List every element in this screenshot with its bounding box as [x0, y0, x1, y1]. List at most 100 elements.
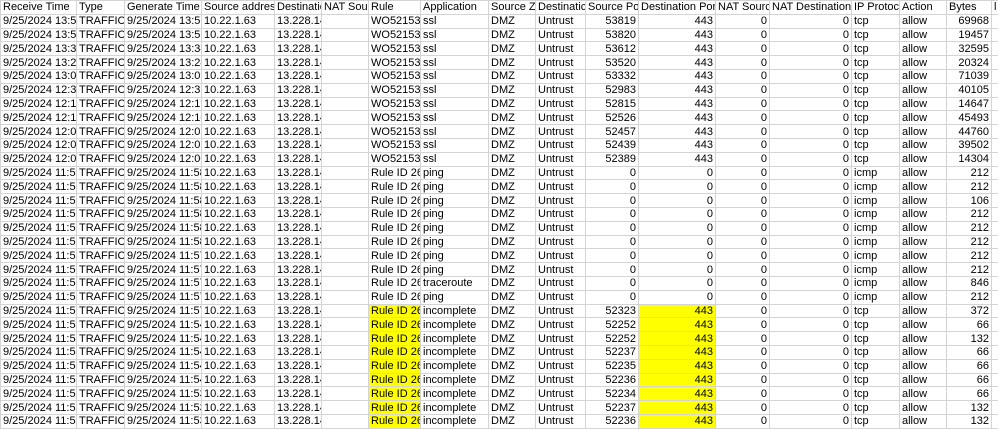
cell: 0: [715, 220, 770, 236]
cell: 0: [715, 110, 770, 126]
cell: 52439: [585, 137, 639, 153]
cell: 9/25/2024 11:53: [124, 386, 202, 402]
cell: 0: [585, 289, 639, 305]
cell: [991, 55, 998, 70]
cell: tcp: [851, 400, 900, 415]
cell: traceroute: [420, 275, 489, 291]
cell: 0: [715, 358, 770, 374]
cell: [321, 124, 369, 139]
cell: 13.228.140.163: [274, 262, 322, 277]
column-header: IP Protocc: [851, 0, 900, 15]
cell: 9/25/2024 11:57: [124, 303, 202, 319]
row: 9/25/2024 11:57 TRAFFIC 9/25/2024 11:57 10.…: [0, 262, 998, 277]
cell: 0: [638, 179, 716, 195]
cell: [321, 96, 369, 112]
cell: 9/25/2024 11:53: [0, 386, 77, 402]
cell: 0: [585, 275, 639, 291]
cell: icmp: [851, 262, 900, 277]
cell: 0: [715, 262, 770, 277]
row: 9/25/2024 11:53 TRAFFIC 9/25/2024 11:53 10.…: [0, 413, 998, 429]
cell: icmp: [851, 248, 900, 264]
cell: 52983: [585, 82, 639, 98]
cell: 0: [585, 206, 639, 222]
cell: Untrust: [535, 400, 586, 415]
cell: 53819: [585, 13, 639, 29]
cell: 19457: [946, 27, 992, 43]
cell: WO521533: [368, 41, 421, 57]
cell: 13.228.140.163: [274, 275, 322, 291]
cell: tcp: [851, 331, 900, 346]
cell: 212: [946, 206, 992, 222]
cell: [991, 68, 998, 84]
cell: allow: [899, 41, 947, 57]
cell: 0: [715, 27, 770, 43]
cell: 0: [715, 82, 770, 98]
column-header: Source address: [201, 0, 275, 15]
cell: WO521533: [368, 151, 421, 167]
cell: TRAFFIC: [76, 41, 125, 57]
cell: 0: [769, 13, 852, 29]
cell: ping: [420, 248, 489, 264]
cell: 443: [638, 41, 716, 57]
cell: 13.228.140.163: [274, 27, 322, 43]
cell: 0: [769, 275, 852, 291]
cell: tcp: [851, 303, 900, 319]
cell: 10.22.1.63: [201, 27, 275, 43]
cell: 10.22.1.63: [201, 179, 275, 195]
cell: [991, 413, 998, 429]
cell: 13.228.140.163: [274, 220, 322, 236]
cell: incomplete: [420, 400, 489, 415]
cell: 443: [638, 151, 716, 167]
cell: Untrust: [535, 317, 586, 333]
cell: Rule ID 26: [368, 275, 421, 291]
cell: Untrust: [535, 372, 586, 388]
cell: Rule ID 26: [368, 413, 421, 429]
cell: ping: [420, 193, 489, 208]
cell: [321, 386, 369, 402]
cell: 443: [638, 55, 716, 70]
cell: 9/25/2024 13:09: [124, 68, 202, 84]
cell: DMZ: [488, 68, 536, 84]
cell: 9/25/2024 13:34: [124, 41, 202, 57]
row: 9/25/2024 12:10 TRAFFIC 9/25/2024 12:10 10.…: [0, 110, 998, 126]
cell: 10.22.1.63: [201, 372, 275, 388]
cell: ssl: [420, 151, 489, 167]
row: 9/25/2024 11:54 TRAFFIC 9/25/2024 11:54 10.…: [0, 372, 998, 388]
cell: 9/25/2024 12:00: [124, 151, 202, 167]
cell: 9/25/2024 11:57: [124, 262, 202, 277]
cell: 0: [769, 165, 852, 181]
row: 9/25/2024 12:32 TRAFFIC 9/25/2024 12:32 10.…: [0, 82, 998, 98]
cell: [321, 303, 369, 319]
cell: DMZ: [488, 317, 536, 333]
cell: [321, 110, 369, 126]
cell: DMZ: [488, 275, 536, 291]
cell: DMZ: [488, 193, 536, 208]
cell: 9/25/2024 11:58: [0, 165, 77, 181]
cell: tcp: [851, 344, 900, 360]
cell: allow: [899, 400, 947, 415]
cell: 443: [638, 317, 716, 333]
cell: 52389: [585, 151, 639, 167]
row: 9/25/2024 11:57 TRAFFIC 9/25/2024 11:57 10.…: [0, 248, 998, 264]
cell: allow: [899, 248, 947, 264]
cell: WO521533: [368, 137, 421, 153]
cell: 9/25/2024 13:57: [0, 27, 77, 43]
cell: 0: [638, 206, 716, 222]
cell: Untrust: [535, 151, 586, 167]
cell: 0: [638, 193, 716, 208]
cell: 9/25/2024 12:05: [124, 124, 202, 139]
cell: [991, 165, 998, 181]
cell: icmp: [851, 179, 900, 195]
cell: DMZ: [488, 262, 536, 277]
cell: Untrust: [535, 344, 586, 360]
cell: 9/25/2024 12:02: [124, 137, 202, 153]
cell: 66: [946, 344, 992, 360]
cell: 0: [769, 344, 852, 360]
cell: tcp: [851, 151, 900, 167]
cell: ssl: [420, 13, 489, 29]
cell: 0: [638, 248, 716, 264]
row: 9/25/2024 12:05 TRAFFIC 9/25/2024 12:05 10.…: [0, 124, 998, 139]
cell: tcp: [851, 358, 900, 374]
cell: 212: [946, 165, 992, 181]
cell: 9/25/2024 11:54: [124, 372, 202, 388]
